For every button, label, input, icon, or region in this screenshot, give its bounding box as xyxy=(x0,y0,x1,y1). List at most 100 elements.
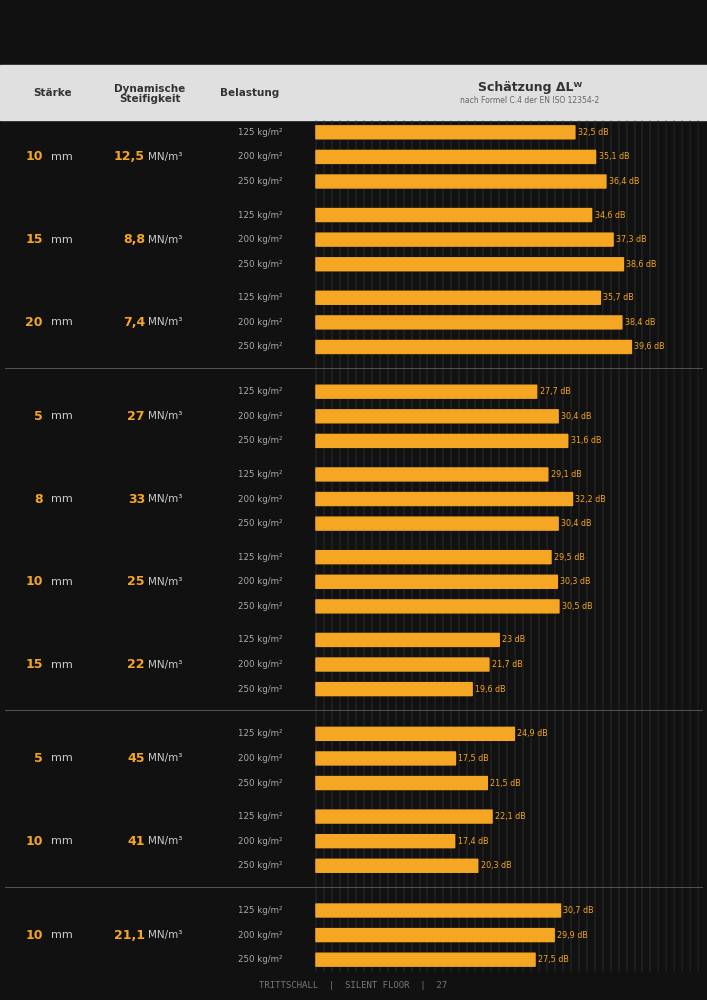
Text: 35,7 dB: 35,7 dB xyxy=(603,293,634,302)
Bar xyxy=(0,65,707,120)
Text: mm: mm xyxy=(51,317,73,327)
Text: 27,7 dB: 27,7 dB xyxy=(539,387,571,396)
Text: 38,4 dB: 38,4 dB xyxy=(625,318,655,327)
Text: 22,1 dB: 22,1 dB xyxy=(495,812,526,821)
Text: 200 kg/m²: 200 kg/m² xyxy=(238,412,282,421)
Text: Belastung: Belastung xyxy=(221,88,280,98)
FancyBboxPatch shape xyxy=(315,434,568,448)
FancyBboxPatch shape xyxy=(315,928,555,942)
Text: 125 kg/m²: 125 kg/m² xyxy=(238,729,282,738)
Text: mm: mm xyxy=(51,660,73,670)
Text: 250 kg/m²: 250 kg/m² xyxy=(238,436,282,445)
Text: mm: mm xyxy=(51,753,73,763)
Text: 10: 10 xyxy=(25,575,43,588)
Text: 36,4 dB: 36,4 dB xyxy=(609,177,639,186)
Text: 200 kg/m²: 200 kg/m² xyxy=(238,235,282,244)
Text: 8: 8 xyxy=(35,493,43,506)
Text: 30,4 dB: 30,4 dB xyxy=(561,412,592,421)
Text: 22: 22 xyxy=(127,658,145,671)
Text: 200 kg/m²: 200 kg/m² xyxy=(238,931,282,940)
FancyBboxPatch shape xyxy=(315,315,623,330)
FancyBboxPatch shape xyxy=(315,409,559,423)
Text: 15: 15 xyxy=(25,233,43,246)
Text: 125 kg/m²: 125 kg/m² xyxy=(238,470,282,479)
FancyBboxPatch shape xyxy=(315,516,559,531)
Text: 25: 25 xyxy=(127,575,145,588)
FancyBboxPatch shape xyxy=(315,575,558,589)
Text: 34,6 dB: 34,6 dB xyxy=(595,211,625,220)
FancyBboxPatch shape xyxy=(315,633,500,647)
Text: 250 kg/m²: 250 kg/m² xyxy=(238,519,282,528)
Text: 21,7 dB: 21,7 dB xyxy=(492,660,522,669)
Text: 8,8: 8,8 xyxy=(123,233,145,246)
Text: 200 kg/m²: 200 kg/m² xyxy=(238,318,282,327)
Text: 23 dB: 23 dB xyxy=(502,635,525,644)
Text: 12,5: 12,5 xyxy=(114,150,145,163)
Text: 7,4: 7,4 xyxy=(123,316,145,329)
FancyBboxPatch shape xyxy=(315,208,592,222)
Text: 125 kg/m²: 125 kg/m² xyxy=(238,553,282,562)
Text: mm: mm xyxy=(51,577,73,587)
Text: 15: 15 xyxy=(25,658,43,671)
Text: Stärke: Stärke xyxy=(34,88,72,98)
Text: MN/m³: MN/m³ xyxy=(148,753,182,763)
Text: 24,9 dB: 24,9 dB xyxy=(518,729,548,738)
FancyBboxPatch shape xyxy=(315,257,624,271)
Text: 200 kg/m²: 200 kg/m² xyxy=(238,837,282,846)
Text: MN/m³: MN/m³ xyxy=(148,411,182,421)
Text: 19,6 dB: 19,6 dB xyxy=(475,685,506,694)
FancyBboxPatch shape xyxy=(315,150,596,164)
Text: mm: mm xyxy=(51,494,73,504)
Text: 39,6 dB: 39,6 dB xyxy=(634,342,665,351)
Text: 33: 33 xyxy=(128,493,145,506)
FancyBboxPatch shape xyxy=(315,232,614,247)
FancyBboxPatch shape xyxy=(315,903,561,918)
Text: Steifigkeit: Steifigkeit xyxy=(119,94,181,104)
Text: 250 kg/m²: 250 kg/m² xyxy=(238,861,282,870)
Text: 21,5 dB: 21,5 dB xyxy=(490,779,521,788)
Text: 250 kg/m²: 250 kg/m² xyxy=(238,177,282,186)
Text: 30,4 dB: 30,4 dB xyxy=(561,519,592,528)
Text: mm: mm xyxy=(51,152,73,162)
FancyBboxPatch shape xyxy=(315,809,493,824)
Text: MN/m³: MN/m³ xyxy=(148,317,182,327)
FancyBboxPatch shape xyxy=(315,953,536,967)
Text: 32,2 dB: 32,2 dB xyxy=(575,495,606,504)
Text: 250 kg/m²: 250 kg/m² xyxy=(238,779,282,788)
Text: 31,6 dB: 31,6 dB xyxy=(571,436,601,445)
Text: Schätzung ΔLᵂ: Schätzung ΔLᵂ xyxy=(478,81,582,94)
Text: nach Formel C.4 der EN ISO 12354-2: nach Formel C.4 der EN ISO 12354-2 xyxy=(460,96,600,105)
Text: 10: 10 xyxy=(25,150,43,163)
Text: 125 kg/m²: 125 kg/m² xyxy=(238,211,282,220)
FancyBboxPatch shape xyxy=(315,125,575,139)
Text: Dynamische: Dynamische xyxy=(115,84,186,94)
FancyBboxPatch shape xyxy=(315,751,456,766)
Text: 29,9 dB: 29,9 dB xyxy=(557,931,588,940)
Text: mm: mm xyxy=(51,930,73,940)
Text: 125 kg/m²: 125 kg/m² xyxy=(238,635,282,644)
Text: 200 kg/m²: 200 kg/m² xyxy=(238,754,282,763)
Text: 250 kg/m²: 250 kg/m² xyxy=(238,342,282,351)
Bar xyxy=(0,0,707,65)
Text: 125 kg/m²: 125 kg/m² xyxy=(238,387,282,396)
FancyBboxPatch shape xyxy=(315,550,551,564)
Text: 200 kg/m²: 200 kg/m² xyxy=(238,577,282,586)
Text: 17,4 dB: 17,4 dB xyxy=(457,837,489,846)
FancyBboxPatch shape xyxy=(315,859,479,873)
Text: MN/m³: MN/m³ xyxy=(148,494,182,504)
FancyBboxPatch shape xyxy=(315,340,632,354)
FancyBboxPatch shape xyxy=(315,599,560,614)
Text: 27,5 dB: 27,5 dB xyxy=(538,955,569,964)
Text: 10: 10 xyxy=(25,835,43,848)
Text: 29,5 dB: 29,5 dB xyxy=(554,553,585,562)
Text: 37,3 dB: 37,3 dB xyxy=(616,235,647,244)
Text: MN/m³: MN/m³ xyxy=(148,660,182,670)
Text: MN/m³: MN/m³ xyxy=(148,836,182,846)
Text: 17,5 dB: 17,5 dB xyxy=(458,754,489,763)
Text: 27: 27 xyxy=(127,410,145,423)
Text: 41: 41 xyxy=(127,835,145,848)
Text: 200 kg/m²: 200 kg/m² xyxy=(238,495,282,504)
Text: 10: 10 xyxy=(25,929,43,942)
Text: 38,6 dB: 38,6 dB xyxy=(626,260,657,269)
Text: 125 kg/m²: 125 kg/m² xyxy=(238,128,282,137)
